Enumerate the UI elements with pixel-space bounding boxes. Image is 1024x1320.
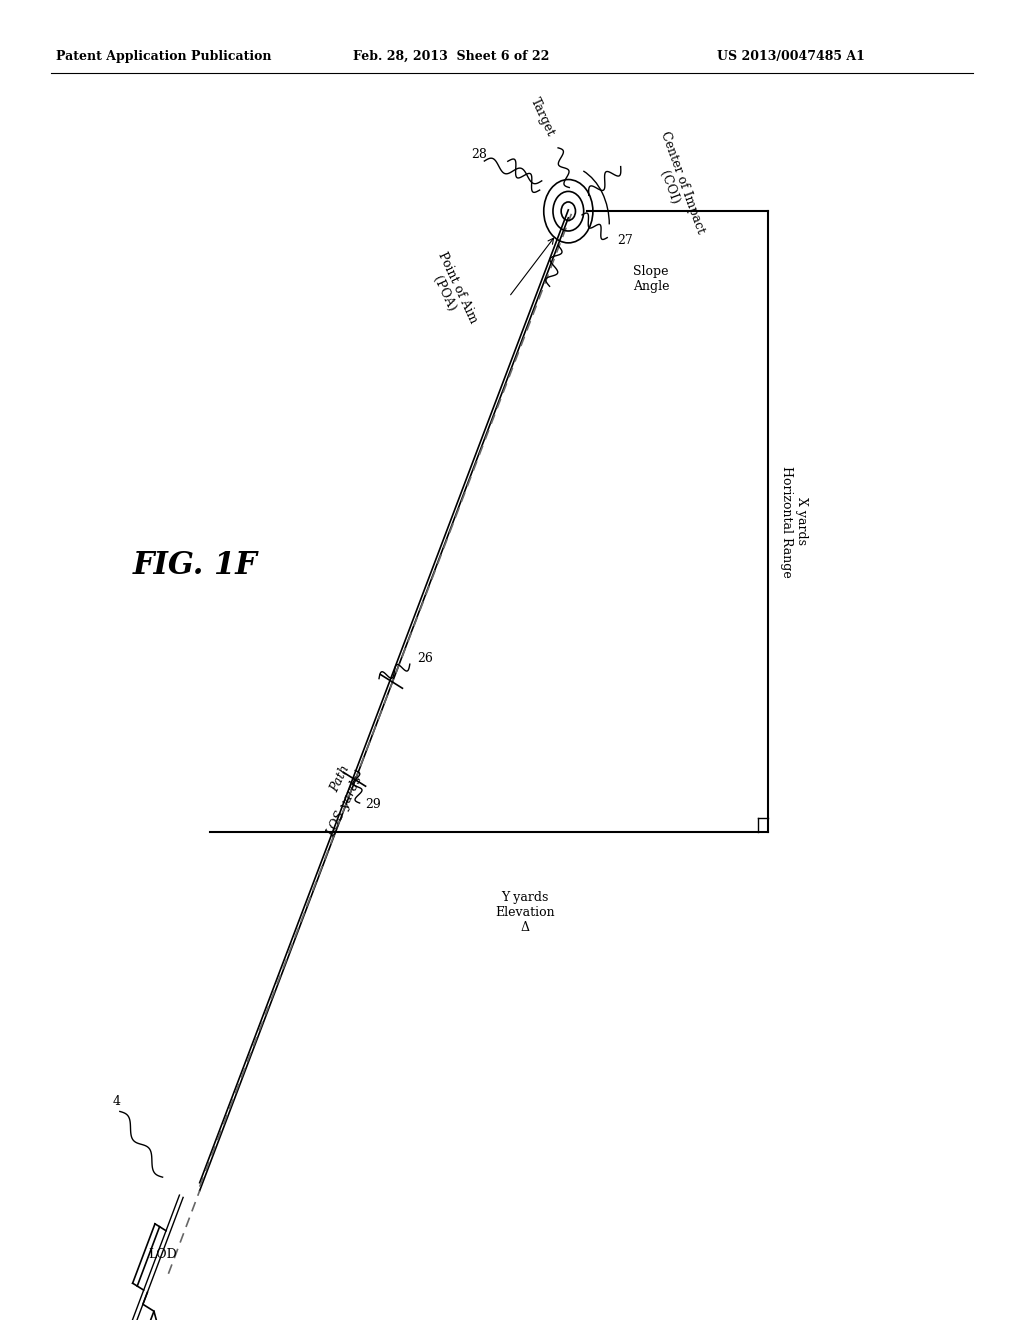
- Text: 29: 29: [365, 799, 381, 812]
- Text: 4: 4: [113, 1094, 121, 1107]
- Text: Path: Path: [328, 763, 352, 795]
- Text: Feb. 28, 2013  Sheet 6 of 22: Feb. 28, 2013 Sheet 6 of 22: [353, 50, 550, 63]
- Text: 26: 26: [417, 652, 433, 664]
- Text: 27: 27: [617, 234, 633, 247]
- Text: LOD: LOD: [147, 1247, 177, 1261]
- Text: Slope
Angle: Slope Angle: [633, 265, 670, 293]
- Text: Y yards
Elevation
Δ: Y yards Elevation Δ: [495, 891, 555, 935]
- Text: Center of Impact
(COI): Center of Impact (COI): [644, 129, 708, 240]
- Text: X yards
Horizontal Range: X yards Horizontal Range: [779, 466, 808, 577]
- Text: FIG. 1F: FIG. 1F: [133, 550, 258, 581]
- Text: Patent Application Publication: Patent Application Publication: [56, 50, 271, 63]
- Text: Target: Target: [528, 95, 557, 139]
- Text: Point of Aim
(POA): Point of Aim (POA): [422, 249, 479, 331]
- Text: 28: 28: [471, 148, 487, 161]
- Text: US 2013/0047485 A1: US 2013/0047485 A1: [717, 50, 864, 63]
- Text: LOS yards: LOS yards: [325, 774, 366, 838]
